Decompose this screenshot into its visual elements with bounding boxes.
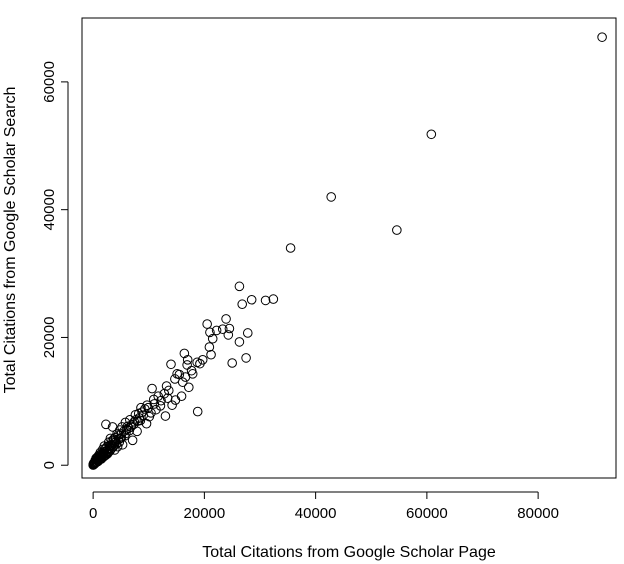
data-point <box>170 374 180 384</box>
data-point <box>217 324 228 334</box>
data-point <box>241 353 251 363</box>
data-point <box>126 422 136 432</box>
data-point <box>205 327 215 338</box>
x-axis-label: Total Citations from Google Scholar Page <box>202 544 496 561</box>
data-point <box>166 359 176 370</box>
data-point <box>127 435 138 446</box>
data-point <box>227 358 237 368</box>
data-point <box>149 399 160 409</box>
data-point <box>234 337 245 347</box>
data-point <box>192 406 203 417</box>
data-point <box>246 294 257 305</box>
x-tick-label: 0 <box>89 505 97 522</box>
data-point <box>167 400 177 410</box>
data-point <box>206 349 216 360</box>
data-point <box>180 372 191 382</box>
data-point <box>172 369 182 379</box>
x-tick-label: 60000 <box>406 505 448 522</box>
data-point <box>192 357 202 368</box>
data-point <box>110 435 120 446</box>
y-axis: 0 20000 40000 60000 <box>41 61 69 469</box>
data-point <box>182 355 193 365</box>
data-point <box>100 450 110 461</box>
data-point <box>182 360 192 370</box>
x-tick-label: 20000 <box>184 505 226 522</box>
y-tick-label: 0 <box>41 461 58 469</box>
data-point <box>136 402 146 413</box>
data-point <box>204 342 215 352</box>
data-point <box>207 333 218 344</box>
data-point <box>134 413 145 423</box>
data-point <box>88 460 98 470</box>
data-point <box>98 452 109 462</box>
data-point <box>426 129 437 140</box>
data-point <box>141 418 152 429</box>
data-point <box>224 323 235 334</box>
data-point <box>160 411 171 421</box>
data-point <box>176 391 187 402</box>
data-point <box>121 428 131 439</box>
y-tick-label: 40000 <box>41 189 58 231</box>
data-point <box>268 294 279 304</box>
data-point <box>147 383 157 394</box>
x-tick-label: 80000 <box>517 505 559 522</box>
data-point <box>221 314 231 324</box>
x-axis: 0 20000 40000 60000 80000 <box>89 491 559 522</box>
x-tick-label: 40000 <box>295 505 337 522</box>
data-point <box>392 225 402 235</box>
data-point <box>101 419 111 430</box>
data-point <box>148 394 159 405</box>
y-axis-label: Total Citations from Google Scholar Sear… <box>2 87 19 394</box>
data-point <box>234 281 245 292</box>
data-point <box>137 407 147 417</box>
plot-area-frame <box>81 17 617 479</box>
data-point <box>326 192 337 202</box>
data-point <box>597 32 607 42</box>
data-points <box>88 32 607 470</box>
data-point <box>107 422 118 432</box>
data-point <box>202 319 212 329</box>
data-point <box>179 348 190 359</box>
data-point <box>211 325 222 336</box>
data-point <box>184 382 194 393</box>
data-point <box>285 243 296 253</box>
data-point <box>223 330 234 340</box>
data-point <box>242 328 253 338</box>
data-point <box>260 295 271 306</box>
data-point <box>106 440 117 451</box>
data-point <box>91 453 101 463</box>
data-point <box>237 299 247 310</box>
y-tick-label: 20000 <box>41 317 58 359</box>
y-tick-label: 60000 <box>41 61 58 103</box>
